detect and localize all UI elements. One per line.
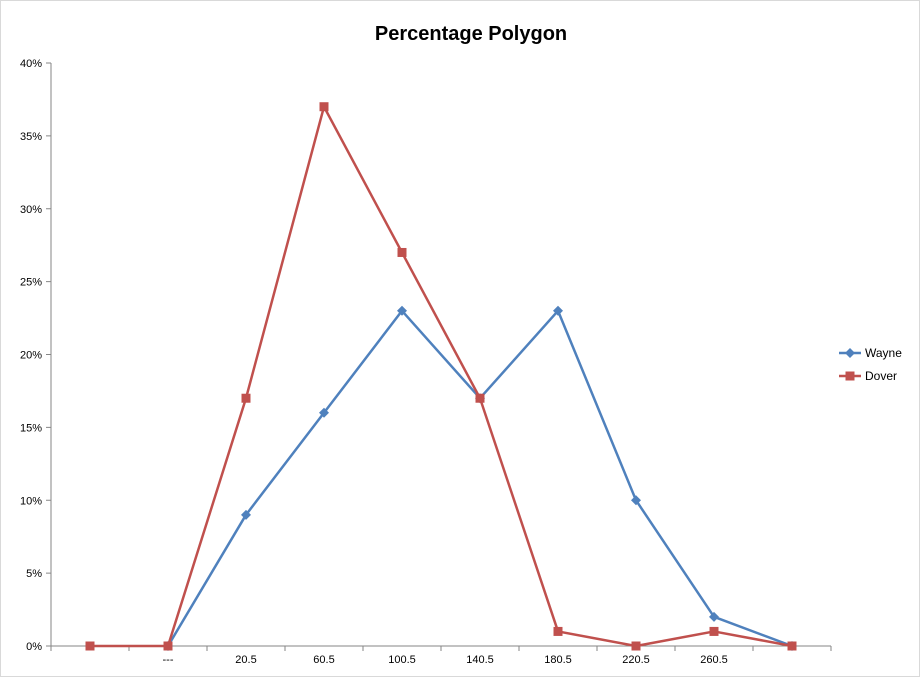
y-tick-label: 25% [20, 277, 42, 289]
y-tick-label: 35% [20, 131, 42, 143]
legend-marker-wayne [845, 348, 855, 358]
y-tick-label: 20% [20, 350, 42, 362]
y-tick-label: 30% [20, 204, 42, 216]
data-point-dover [709, 626, 719, 636]
x-tick-label: 220.5 [622, 654, 650, 666]
series-line-dover [90, 105, 793, 648]
legend-marker-dover [845, 371, 855, 381]
legend-item-dover: Dover [839, 369, 897, 383]
data-point-wayne [709, 611, 719, 622]
data-point-wayne [631, 495, 641, 506]
x-tick-label: 140.5 [466, 654, 494, 666]
chart-title: Percentage Polygon [375, 23, 567, 45]
legend-label-dover: Dover [865, 369, 897, 383]
legend-item-wayne: Wayne [839, 346, 902, 360]
data-point-dover [85, 641, 95, 651]
y-tick-label: 0% [26, 641, 42, 653]
data-point-dover [397, 247, 407, 257]
series-dover [85, 102, 797, 651]
y-tick-label: 40% [20, 58, 42, 70]
x-tick-label: 260.5 [700, 654, 728, 666]
series-layer [85, 102, 797, 651]
x-tick-label: 60.5 [313, 654, 334, 666]
legend-label-wayne: Wayne [865, 346, 902, 360]
data-point-wayne [397, 305, 407, 316]
axes: 0% 5% 10% 15% 20% 25% 30% 35% 40% --- 20.5 60.5 100.… [20, 58, 832, 666]
data-point-dover [631, 641, 641, 651]
data-point-dover [553, 626, 563, 636]
x-tick-label: 180.5 [544, 654, 572, 666]
data-point-dover [319, 102, 329, 112]
series-line-wayne [166, 309, 793, 648]
x-tick-label: --- [163, 654, 174, 666]
y-tick-label: 10% [20, 495, 42, 507]
data-point-dover [241, 393, 251, 403]
data-point-wayne [553, 305, 563, 316]
y-tick-label: 15% [20, 422, 42, 434]
y-tick-label: 5% [26, 568, 42, 580]
x-tick-label: 20.5 [235, 654, 256, 666]
data-point-wayne [319, 407, 329, 418]
data-point-dover [163, 641, 173, 651]
legend: Wayne Dover [839, 346, 902, 383]
x-tick-label: 100.5 [388, 654, 416, 666]
data-point-wayne [241, 509, 251, 520]
data-point-dover [475, 393, 485, 403]
data-point-dover [787, 641, 797, 651]
